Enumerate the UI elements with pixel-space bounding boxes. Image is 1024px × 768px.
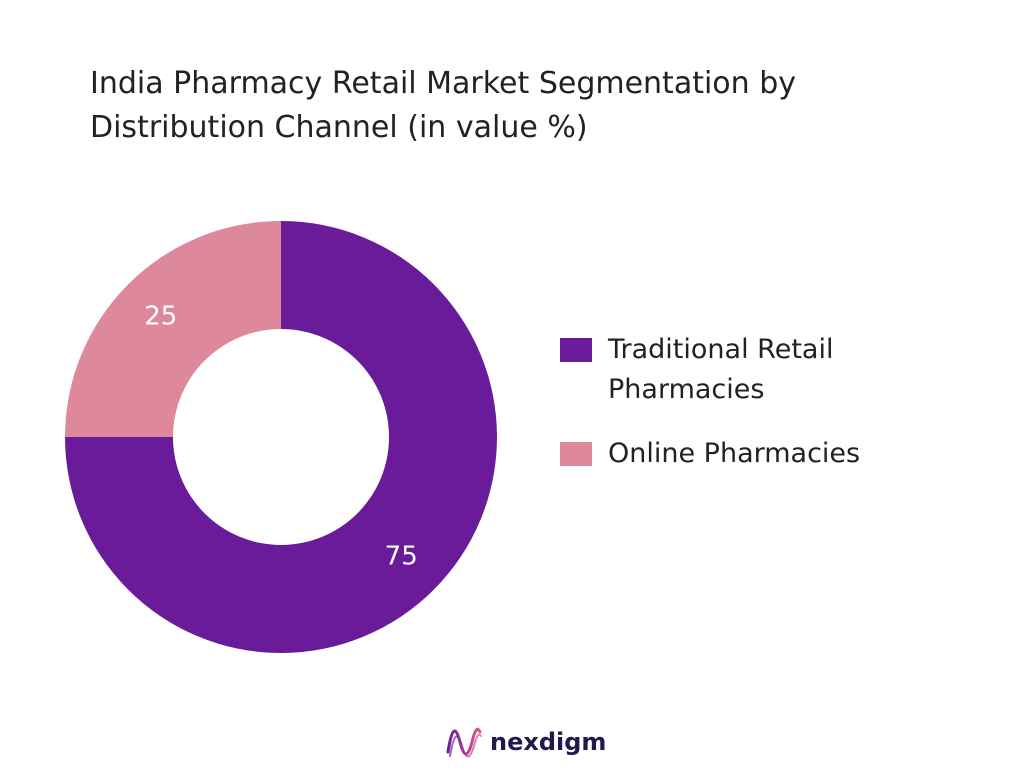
donut-slices	[65, 221, 497, 653]
donut-data-labels: 75 25	[144, 301, 418, 571]
nexdigm-logo: nexdigm	[444, 722, 606, 762]
chart-legend: Traditional Retail Pharmacies Online Pha…	[560, 330, 980, 474]
legend-label-online: Online Pharmacies	[608, 438, 861, 469]
legend-label-traditional-line-2: Pharmacies	[608, 374, 765, 405]
chart-title-line-1: India Pharmacy Retail Market Segmentatio…	[90, 66, 796, 101]
nexdigm-wave-logo-icon	[446, 727, 482, 758]
legend-label-traditional-line-1: Traditional Retail	[608, 334, 834, 365]
legend-item-online-pharmacies: Online Pharmacies	[560, 434, 980, 474]
data-label-traditional-retail-pharmacies: 75	[385, 542, 418, 572]
nexdigm-logo-text: nexdigm	[490, 728, 607, 756]
chart-title: India Pharmacy Retail Market Segmentatio…	[90, 62, 970, 150]
legend-item-traditional-retail-pharmacies: Traditional Retail Pharmacies	[560, 330, 980, 410]
donut-slice-traditional-retail-pharmacies	[65, 221, 497, 653]
data-label-online-pharmacies: 25	[144, 301, 177, 331]
chart-title-line-2: Distribution Channel (in value %)	[90, 110, 588, 145]
legend-swatch-traditional	[560, 338, 592, 362]
donut-slice-online-pharmacies	[65, 221, 281, 437]
legend-swatch-online	[560, 442, 592, 466]
